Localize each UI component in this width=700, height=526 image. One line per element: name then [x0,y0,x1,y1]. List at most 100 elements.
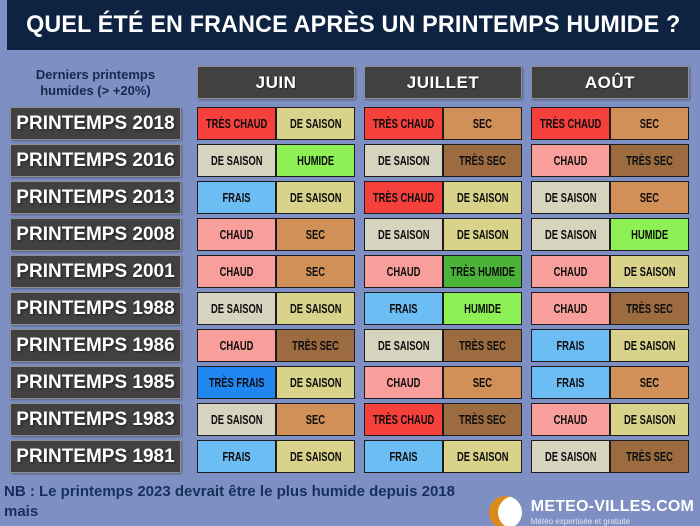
month-cell-group: DE SAISON TRÈS SEC [364,144,522,177]
month-cell-group: DE SAISON HUMIDE [531,218,689,251]
weather-cell: FRAIS [531,329,610,362]
weather-cell-label: DE SAISON [623,338,676,353]
table-row: PRINTEMPS 1986 CHAUD TRÈS SEC DE SAISON TRÈS… [10,329,690,362]
weather-cell-label: TRÈS CHAUD [372,190,435,205]
weather-cell-label: DE SAISON [544,190,597,205]
weather-cell-label: SEC [305,412,326,427]
weather-cell: TRÈS CHAUD [364,403,443,436]
month-cell-group: CHAUD SEC [197,255,355,288]
weather-cell-label: CHAUD [553,264,588,279]
month-cell-group: TRÈS FRAIS DE SAISON [197,366,355,399]
weather-cell: CHAUD [531,144,610,177]
weather-cell: DE SAISON [531,218,610,251]
month-cell-group: DE SAISON DE SAISON [197,292,355,325]
weather-cell-label: HUMIDE [464,301,501,316]
weather-cell: DE SAISON [364,144,443,177]
weather-cell-label: HUMIDE [631,227,668,242]
weather-cell-label: DE SAISON [210,301,263,316]
month-cell-group: DE SAISON SEC [197,403,355,436]
weather-cell-label: TRÈS SEC [626,153,673,168]
month-cell-group: FRAIS SEC [531,366,689,399]
table: Derniers printemps humides (> +20%) JUIN… [0,66,700,473]
logo-name: METEO-VILLES.COM [530,498,694,516]
row-label: PRINTEMPS 1981 [10,440,181,473]
title-bar: QUEL ÉTÉ EN FRANCE APRÈS UN PRINTEMPS HU… [7,0,700,50]
month-cell-group: CHAUD TRÈS SEC [531,292,689,325]
weather-cell: FRAIS [197,440,276,473]
weather-cell: CHAUD [531,403,610,436]
weather-cell-label: TRÈS FRAIS [208,375,265,390]
weather-cell: TRÈS SEC [443,329,522,362]
month-cell-group: TRÈS CHAUD DE SAISON [364,181,522,214]
weather-cell: TRÈS HUMIDE [443,255,522,288]
weather-cell: TRÈS CHAUD [197,107,276,140]
month-cell-group: DE SAISON DE SAISON [364,218,522,251]
weather-cell-label: TRÈS SEC [626,301,673,316]
weather-cell-label: CHAUD [553,412,588,427]
row-label: PRINTEMPS 2013 [10,181,181,214]
weather-cell: CHAUD [197,218,276,251]
weather-cell: DE SAISON [531,440,610,473]
weather-cell-label: TRÈS CHAUD [205,116,268,131]
weather-cell-label: TRÈS CHAUD [372,412,435,427]
month-cell-group: TRÈS CHAUD SEC [364,107,522,140]
weather-cell-label: FRAIS [556,338,585,353]
weather-cell: TRÈS SEC [443,144,522,177]
weather-cell-label: SEC [472,116,493,131]
table-header-row: Derniers printemps humides (> +20%) JUIN… [10,66,690,99]
footer: NB : Le printemps 2023 devrait être le p… [0,482,700,526]
weather-cell: CHAUD [197,255,276,288]
corner-header-line1: Derniers printemps [35,66,156,82]
month-cell-group: FRAIS DE SAISON [531,329,689,362]
weather-cell: DE SAISON [610,329,689,362]
weather-cell: SEC [443,366,522,399]
weather-cell-label: TRÈS CHAUD [372,116,435,131]
weather-cell-label: FRAIS [222,449,251,464]
weather-cell-label: DE SAISON [289,116,342,131]
weather-cell: DE SAISON [197,144,276,177]
note-line2: sans excédent notable (moindre que ceux … [4,523,489,526]
weather-cell-label: HUMIDE [297,153,334,168]
row-label: PRINTEMPS 2001 [10,255,181,288]
weather-cell-label: SEC [639,116,660,131]
weather-cell-label: DE SAISON [210,412,263,427]
table-row: PRINTEMPS 2013 FRAIS DE SAISON TRÈS CHAUD DE… [10,181,690,214]
weather-cell-label: DE SAISON [289,301,342,316]
weather-cell-label: DE SAISON [544,227,597,242]
month-cell-group: TRÈS CHAUD DE SAISON [197,107,355,140]
month-cell-group: FRAIS HUMIDE [364,292,522,325]
weather-cell-label: DE SAISON [456,190,509,205]
weather-cell-label: DE SAISON [377,153,430,168]
weather-cell: FRAIS [531,366,610,399]
weather-cell-label: DE SAISON [289,449,342,464]
month-cell-group: TRÈS CHAUD SEC [531,107,689,140]
weather-cell-label: DE SAISON [289,190,342,205]
table-row: PRINTEMPS 1988 DE SAISON DE SAISON FRAIS HUM… [10,292,690,325]
month-header-juin: JUIN [197,66,355,99]
weather-cell: DE SAISON [531,181,610,214]
weather-cell-label: CHAUD [386,264,421,279]
weather-cell: DE SAISON [276,440,355,473]
weather-cell: DE SAISON [276,366,355,399]
weather-cell: TRÈS SEC [443,403,522,436]
row-label: PRINTEMPS 2016 [10,144,181,177]
weather-cell-label: SEC [639,375,660,390]
weather-cell-label: TRÈS SEC [626,449,673,464]
weather-cell-label: TRÈS CHAUD [539,116,602,131]
weather-cell: DE SAISON [276,292,355,325]
weather-cell: SEC [276,218,355,251]
table-row: PRINTEMPS 1983 DE SAISON SEC TRÈS CHAUD TRÈS… [10,403,690,436]
month-cell-group: CHAUD DE SAISON [531,403,689,436]
weather-cell: SEC [610,107,689,140]
weather-cell: HUMIDE [276,144,355,177]
weather-cell: FRAIS [364,440,443,473]
weather-cell: SEC [276,255,355,288]
weather-cell-label: DE SAISON [377,227,430,242]
weather-cell-label: DE SAISON [377,338,430,353]
weather-cell-label: TRÈS SEC [459,153,506,168]
weather-cell: DE SAISON [197,403,276,436]
corner-header: Derniers printemps humides (> +20%) [10,67,181,98]
weather-cell-label: FRAIS [222,190,251,205]
month-cell-group: DE SAISON HUMIDE [197,144,355,177]
table-rows: PRINTEMPS 2018 TRÈS CHAUD DE SAISON TRÈS CH… [10,107,690,473]
